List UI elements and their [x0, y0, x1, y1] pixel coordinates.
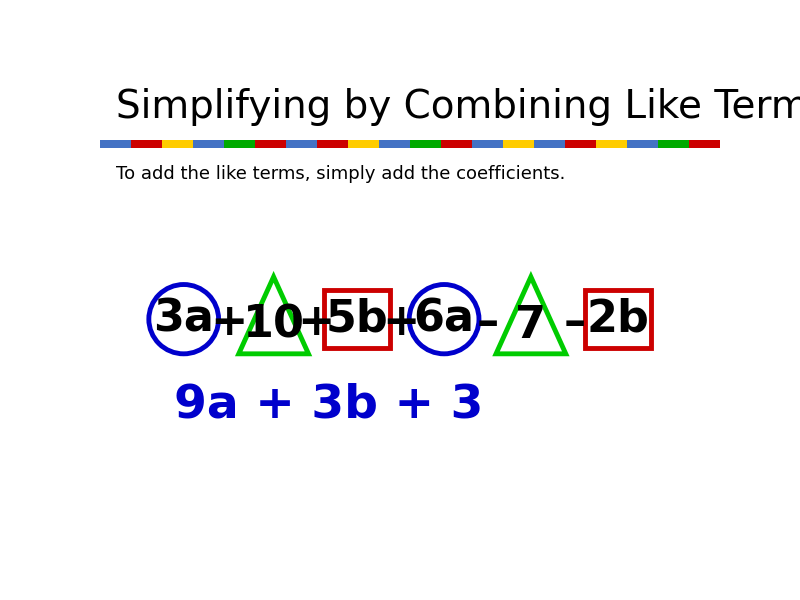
Text: –: –: [476, 301, 498, 344]
Text: 10: 10: [242, 304, 305, 347]
Bar: [503, 140, 534, 148]
Bar: [324, 290, 390, 348]
Bar: [472, 140, 504, 148]
Text: +: +: [382, 301, 419, 344]
Text: 3a: 3a: [154, 298, 214, 341]
Bar: [689, 140, 721, 148]
Bar: [658, 140, 690, 148]
Bar: [534, 140, 566, 148]
Text: 5b: 5b: [326, 298, 389, 341]
Bar: [410, 140, 442, 148]
Bar: [286, 140, 318, 148]
Bar: [585, 290, 650, 348]
Bar: [224, 140, 256, 148]
Bar: [627, 140, 658, 148]
Text: 9a + 3b + 3: 9a + 3b + 3: [174, 382, 484, 427]
Text: 2b: 2b: [586, 298, 649, 341]
Bar: [596, 140, 628, 148]
Text: +: +: [297, 301, 334, 344]
Bar: [348, 140, 380, 148]
Bar: [379, 140, 410, 148]
Text: –: –: [563, 301, 586, 344]
Text: Simplifying by Combining Like Terms: Simplifying by Combining Like Terms: [115, 88, 800, 125]
Bar: [441, 140, 473, 148]
Text: +: +: [210, 301, 247, 344]
Bar: [193, 140, 225, 148]
Bar: [131, 140, 162, 148]
Text: To add the like terms, simply add the coefficients.: To add the like terms, simply add the co…: [115, 164, 565, 182]
Text: 6a: 6a: [414, 298, 474, 341]
Bar: [565, 140, 597, 148]
Bar: [317, 140, 349, 148]
Text: 7: 7: [515, 304, 546, 347]
Bar: [255, 140, 286, 148]
Bar: [100, 140, 132, 148]
Bar: [162, 140, 194, 148]
